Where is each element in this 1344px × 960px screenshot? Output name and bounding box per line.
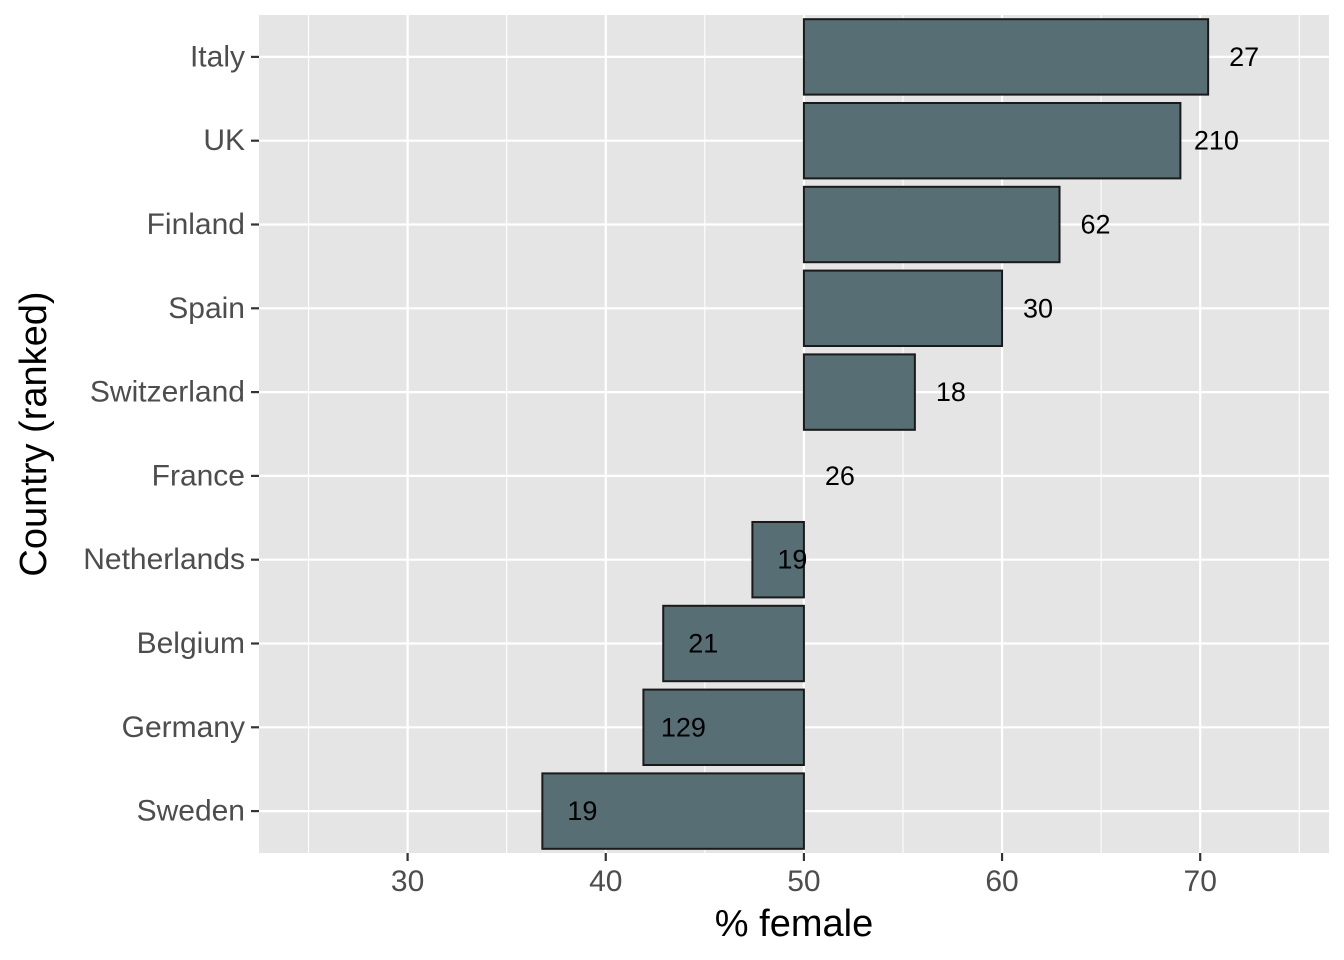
bar [802,353,916,431]
bar [802,269,1004,348]
y-tick-label: Netherlands [83,543,245,576]
data-label: 19 [567,796,597,826]
y-axis-title: Country (ranked) [13,291,55,576]
y-tick-label: Switzerland [90,376,245,409]
x-tick-label: 50 [787,865,820,898]
data-label: 18 [936,377,966,407]
bar [662,604,805,683]
bar [802,18,1210,96]
bar [541,772,805,850]
y-axis: Italy UK Finland Spain Switzerland France Neth… [83,40,259,828]
x-tick-label: 70 [1184,865,1217,898]
bar [642,688,805,767]
y-tick-label: Belgium [137,627,245,660]
y-tick-label: France [152,459,245,492]
data-label: 26 [825,461,855,491]
data-label: 19 [777,545,807,575]
x-tick-label: 30 [391,865,424,898]
y-tick-label: UK [203,124,245,157]
bar [751,520,805,599]
bar [802,185,1061,264]
data-label: 129 [661,712,706,742]
data-label: 210 [1194,126,1239,156]
x-tick-label: 40 [589,865,622,898]
data-label: 30 [1023,293,1053,323]
bar [802,101,1182,180]
y-tick-label: Sweden [137,795,245,828]
data-label: 21 [688,629,718,659]
data-label: 27 [1229,42,1259,72]
x-axis: 30 40 50 60 70 [391,853,1217,898]
bars [541,18,1210,850]
y-tick-label: Italy [190,40,245,73]
y-tick-label: Finland [147,208,245,241]
data-label: 62 [1080,210,1110,240]
x-axis-title: % female [715,903,873,945]
data-labels: 27 210 62 30 18 26 19 21 129 19 [567,42,1259,826]
y-tick-label: Spain [168,292,245,325]
y-tick-label: Germany [122,711,245,744]
x-tick-label: 60 [985,865,1018,898]
